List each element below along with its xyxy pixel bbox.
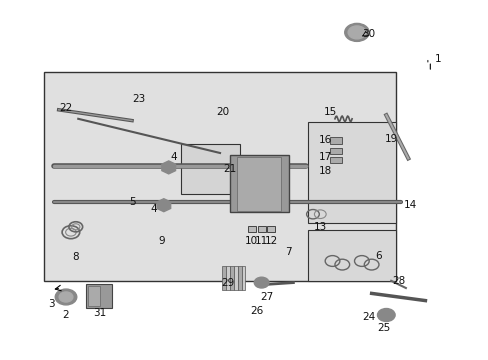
- Text: 4: 4: [170, 152, 177, 162]
- Text: 24: 24: [362, 312, 375, 322]
- Text: 17: 17: [318, 152, 331, 162]
- Text: 5: 5: [128, 197, 135, 207]
- Bar: [238, 266, 241, 290]
- Text: 16: 16: [318, 135, 331, 145]
- Circle shape: [377, 309, 394, 321]
- Text: 31: 31: [93, 308, 107, 318]
- Text: 30: 30: [362, 29, 375, 39]
- Bar: [44, 72, 395, 281]
- Bar: [247, 226, 255, 232]
- Bar: [329, 148, 342, 154]
- Text: 15: 15: [323, 107, 336, 117]
- Text: 26: 26: [249, 306, 263, 316]
- Text: 4: 4: [150, 204, 157, 214]
- Bar: [257, 226, 265, 232]
- Bar: [242, 266, 245, 290]
- Text: 12: 12: [264, 236, 278, 246]
- Circle shape: [59, 292, 73, 302]
- Bar: [230, 266, 233, 290]
- Circle shape: [254, 277, 268, 288]
- Text: 2: 2: [62, 310, 69, 320]
- Text: 8: 8: [72, 252, 79, 262]
- Text: 6: 6: [375, 251, 382, 261]
- Text: 11: 11: [254, 236, 268, 246]
- Bar: [85, 284, 112, 308]
- Text: 18: 18: [318, 166, 331, 176]
- Text: 21: 21: [223, 164, 236, 174]
- Bar: [234, 266, 237, 290]
- Text: 7: 7: [285, 247, 291, 257]
- Text: 9: 9: [158, 236, 164, 246]
- Bar: [237, 157, 281, 211]
- Text: 23: 23: [132, 94, 146, 104]
- Bar: [329, 137, 342, 144]
- Bar: [307, 230, 395, 281]
- Bar: [181, 144, 239, 194]
- Polygon shape: [157, 199, 170, 212]
- Text: 3: 3: [48, 299, 55, 309]
- Bar: [88, 286, 100, 306]
- Circle shape: [55, 289, 77, 305]
- Text: 13: 13: [313, 222, 326, 232]
- Text: 28: 28: [391, 276, 405, 286]
- Bar: [226, 266, 229, 290]
- Circle shape: [347, 26, 365, 39]
- Text: 1: 1: [433, 54, 440, 64]
- Text: 10: 10: [245, 236, 258, 246]
- Bar: [267, 226, 275, 232]
- Text: 27: 27: [259, 292, 273, 302]
- Bar: [229, 155, 288, 212]
- Circle shape: [344, 23, 368, 41]
- Text: 25: 25: [376, 323, 390, 333]
- Bar: [222, 266, 225, 290]
- Text: 14: 14: [403, 200, 417, 210]
- Text: 20: 20: [216, 107, 228, 117]
- Bar: [329, 157, 342, 163]
- Text: 22: 22: [59, 103, 73, 113]
- Text: 19: 19: [384, 134, 397, 144]
- Polygon shape: [162, 161, 175, 174]
- Text: 29: 29: [220, 278, 234, 288]
- Bar: [307, 122, 395, 223]
